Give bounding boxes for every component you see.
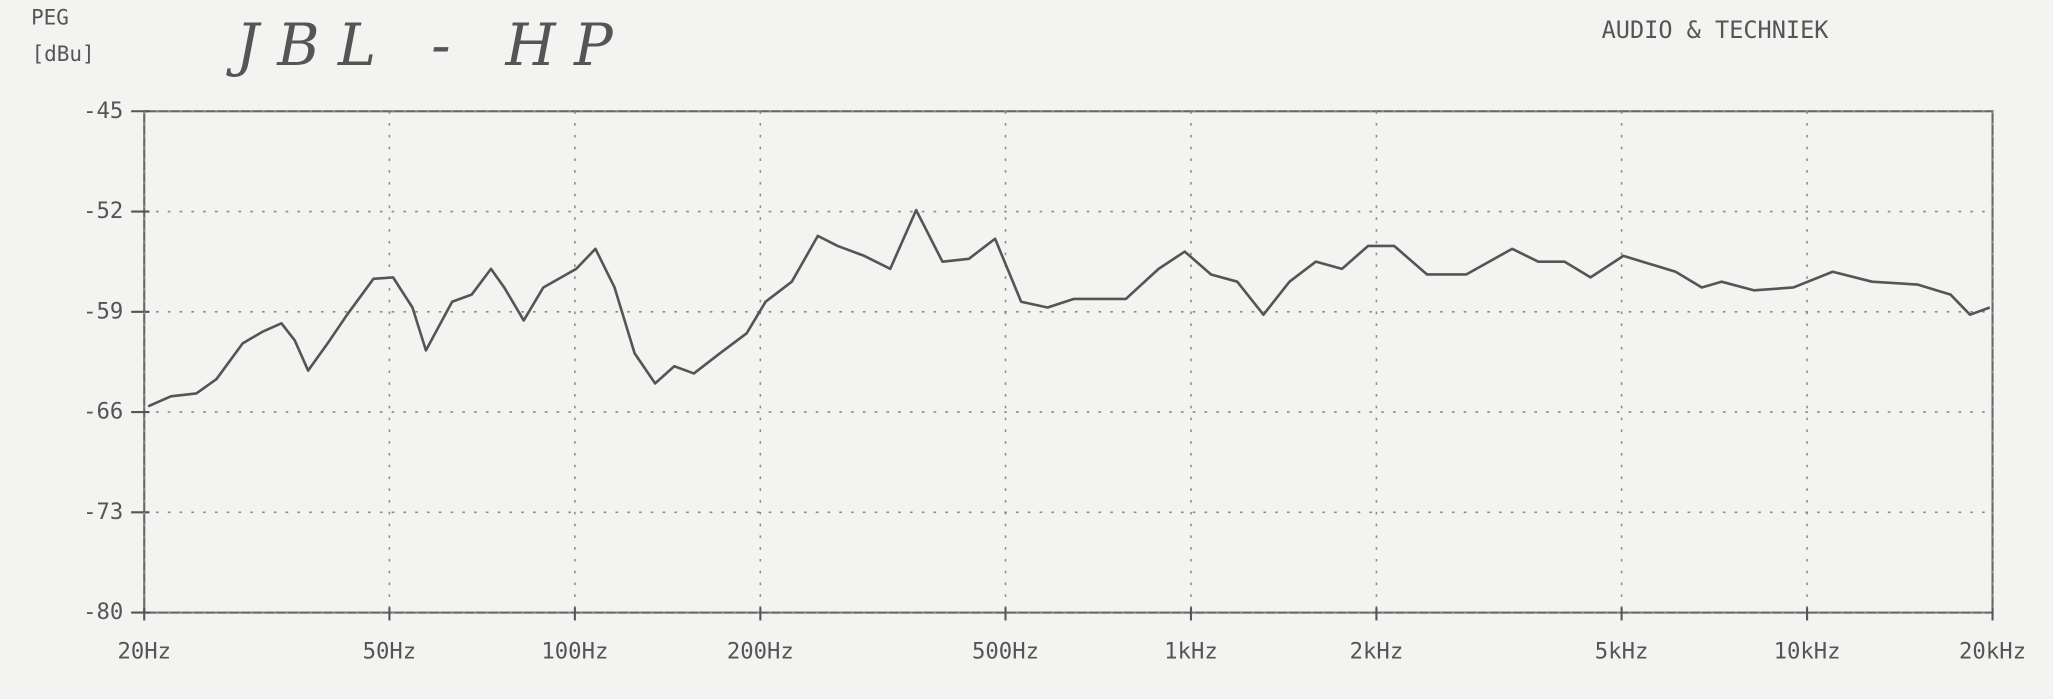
y-tick-label: -59 [83,298,123,324]
y-tick-label: -73 [83,499,123,525]
y-axis-label-top: PEG [31,5,69,29]
y-tick-label: -80 [83,599,123,625]
x-tick-label: 500Hz [972,638,1039,664]
x-tick-label: 2kHz [1350,638,1404,664]
x-tick-label: 20kHz [1959,638,2026,664]
y-axis-label: [dBu] [32,42,95,66]
x-tick-label: 50Hz [363,638,417,664]
x-tick-label: 200Hz [727,638,794,664]
x-tick-label: 20Hz [117,638,171,664]
y-tick-label: -52 [83,198,123,224]
y-tick-label: -66 [83,399,123,425]
brand-label: AUDIO & TECHNIEK [1602,16,1830,44]
x-tick-label: 100Hz [541,638,608,664]
y-tick-label: -45 [83,98,123,124]
x-tick-label: 10kHz [1774,638,1841,664]
x-tick-label: 1kHz [1164,638,1218,664]
response-line [147,208,1991,408]
chart-title: JBL - HP [226,12,631,79]
x-tick-label: 5kHz [1595,638,1649,664]
plot-frame [143,110,1994,614]
